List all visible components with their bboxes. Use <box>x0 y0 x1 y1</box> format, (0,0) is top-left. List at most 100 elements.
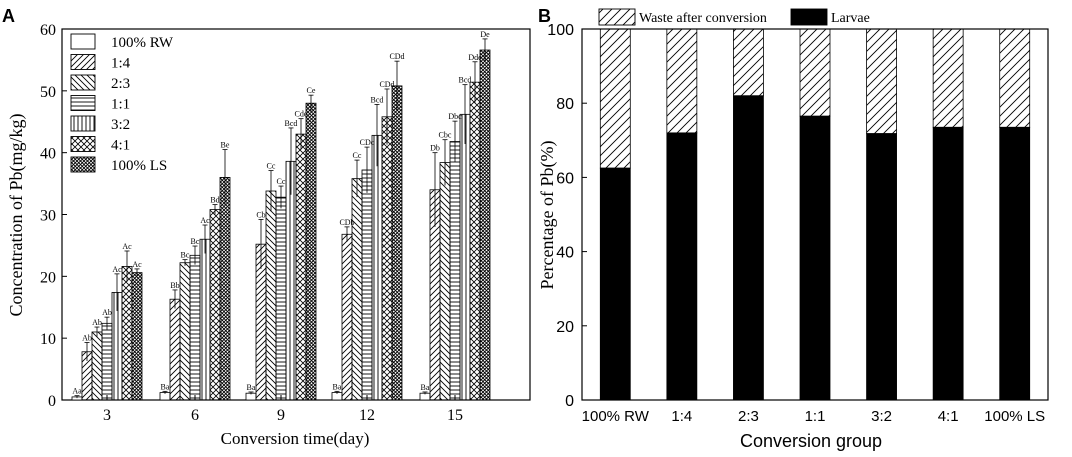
panel-a-legend-swatch <box>70 136 96 152</box>
panel-a-y-tick-label: 20 <box>40 269 56 286</box>
panel-a-significance-label: Bb <box>170 281 179 290</box>
panel-a-significance-label: Cc <box>277 177 286 186</box>
panel-b-y-tick-label: 40 <box>556 245 574 262</box>
panel-a-bar <box>209 209 221 401</box>
panel-a-bar <box>169 298 181 401</box>
panel-a-significance-label: Ba <box>161 382 170 391</box>
panel-a-bar <box>101 322 113 401</box>
panel-b-bar-larvae <box>999 126 1031 401</box>
panel-a-bar <box>459 113 471 401</box>
panel-a-legend-swatch <box>70 74 96 91</box>
panel-b-label: B <box>538 6 551 26</box>
panel-a-bar <box>275 196 287 401</box>
panel-a-y-tick-label: 0 <box>48 393 56 410</box>
panel-b-legend-label: Waste after conversion <box>639 11 767 26</box>
panel-a-x-tick-label: 12 <box>359 407 375 424</box>
panel-a-significance-label: Cb <box>256 210 265 219</box>
panel-a-bar <box>179 262 191 401</box>
panel-a-bar <box>371 134 383 401</box>
panel-b-bar-larvae <box>599 167 631 401</box>
panel-b-bar-larvae <box>733 95 764 401</box>
panel-b-bar-waste <box>932 28 964 128</box>
panel-a-significance-label: Be <box>221 141 230 150</box>
panel-b-y-axis-label: Percentage of Pb(%) <box>537 141 558 290</box>
panel-a-y-tick-label: 10 <box>40 331 56 348</box>
panel-a-significance-label: CDd <box>389 52 404 61</box>
panel-a-significance-label: Ba <box>421 383 430 392</box>
panel-b-x-axis-label: Conversion group <box>740 431 882 451</box>
panel-b-bar-waste <box>866 28 897 135</box>
panel-b-x-tick-label: 3:2 <box>871 408 892 425</box>
panel-a-bar <box>131 272 143 401</box>
panel-a-legend-label: 1:1 <box>111 97 130 113</box>
panel-a-y-tick-label: 60 <box>40 22 56 39</box>
panel-a-x-axis-label: Conversion time(day) <box>221 429 370 448</box>
panel-a-legend-label: 3:2 <box>111 117 130 133</box>
panel-a-legend-label: 100% LS <box>111 158 167 174</box>
panel-a-significance-label: Bcd <box>459 76 472 85</box>
panel-a-significance-label: Ac <box>132 260 142 269</box>
panel-a-legend-swatch <box>70 95 96 111</box>
panel-a-significance-label: Bc <box>191 237 200 246</box>
panel-a-legend-label: 4:1 <box>111 138 130 154</box>
panel-a-bar <box>189 254 201 401</box>
panel-a-significance-label: Ac <box>200 216 210 225</box>
panel-a-significance-label: Cc <box>353 151 362 160</box>
panel-a-label: A <box>2 6 15 26</box>
panel-a-significance-label: Dde <box>468 53 482 62</box>
panel-a-y-axis-label: Concentration of Pb(mg/kg) <box>6 114 27 317</box>
panel-a-bar <box>469 81 481 401</box>
panel-b-y-tick-label: 20 <box>556 319 574 336</box>
panel-a-significance-label: Ac <box>122 242 132 251</box>
panel-b-x-tick-label: 100% LS <box>984 408 1045 425</box>
panel-a-x-tick-label: 3 <box>103 407 111 424</box>
panel-b-bar-waste <box>599 28 631 169</box>
panel-a-significance-label: Db <box>430 144 440 153</box>
panel-a-bar <box>351 178 363 401</box>
panel-a-bar <box>439 162 451 401</box>
panel-a-legend-swatch <box>70 54 96 70</box>
panel-a-legend-label: 2:3 <box>111 76 130 92</box>
panel-a-significance-label: CDb <box>339 218 354 227</box>
panel-a-x-tick-label: 9 <box>277 407 285 424</box>
panel-a-significance-label: Ab <box>92 318 102 327</box>
panel-a-y-tick-label: 50 <box>40 84 56 101</box>
panel-a-bar <box>305 102 317 401</box>
panel-b-y-tick-label: 60 <box>556 170 574 187</box>
panel-a-significance-label: Ac <box>112 265 122 274</box>
panel-a-legend-swatch <box>70 115 96 132</box>
panel-a-legend-label: 1:4 <box>111 56 131 72</box>
panel-b-bar-waste <box>999 28 1031 128</box>
panel-a-significance-label: Ba <box>333 382 342 391</box>
panel-a-significance-label: Ce <box>307 86 316 95</box>
panel-a-significance-label: Aa <box>72 387 82 396</box>
panel-a-bar <box>391 85 403 401</box>
panel-b-bar-larvae <box>666 132 698 401</box>
panel-b-y-tick-label: 80 <box>556 96 574 113</box>
panel-a-bar <box>199 238 211 401</box>
panel-a-significance-label: Bcd <box>285 119 298 128</box>
panel-b-bar-larvae <box>799 115 831 401</box>
panel-a-bar <box>91 331 103 401</box>
panel-a-significance-label: Ab <box>102 308 112 317</box>
panel-a-significance-label: Bc <box>181 251 190 260</box>
panel-b: B Percentage of Pb(%) Conversion group 0… <box>537 6 1049 451</box>
panel-b-bar-waste <box>799 28 831 117</box>
panel-a-legend-swatch <box>70 156 96 173</box>
panel-a-x-tick-label: 15 <box>447 407 463 424</box>
panel-a-bar <box>479 49 491 401</box>
panel-a-significance-label: De <box>480 30 490 39</box>
panel-a-bar <box>381 116 393 401</box>
panel-a-bar <box>265 190 277 401</box>
panel-a-significance-label: Ba <box>247 383 256 392</box>
panel-a-bar <box>285 160 297 401</box>
panel-b-bar-larvae <box>866 133 897 401</box>
panel-a: A Concentration of Pb(mg/kg) Conversion … <box>2 6 531 448</box>
panel-b-y-tick-label: 100 <box>547 22 574 39</box>
panel-a-significance-label: CDd <box>379 80 394 89</box>
panel-a-significance-label: CDc <box>360 138 375 147</box>
panel-b-bar-waste <box>733 28 764 97</box>
panel-a-bar <box>361 169 373 401</box>
panel-b-bar-waste <box>666 28 698 134</box>
